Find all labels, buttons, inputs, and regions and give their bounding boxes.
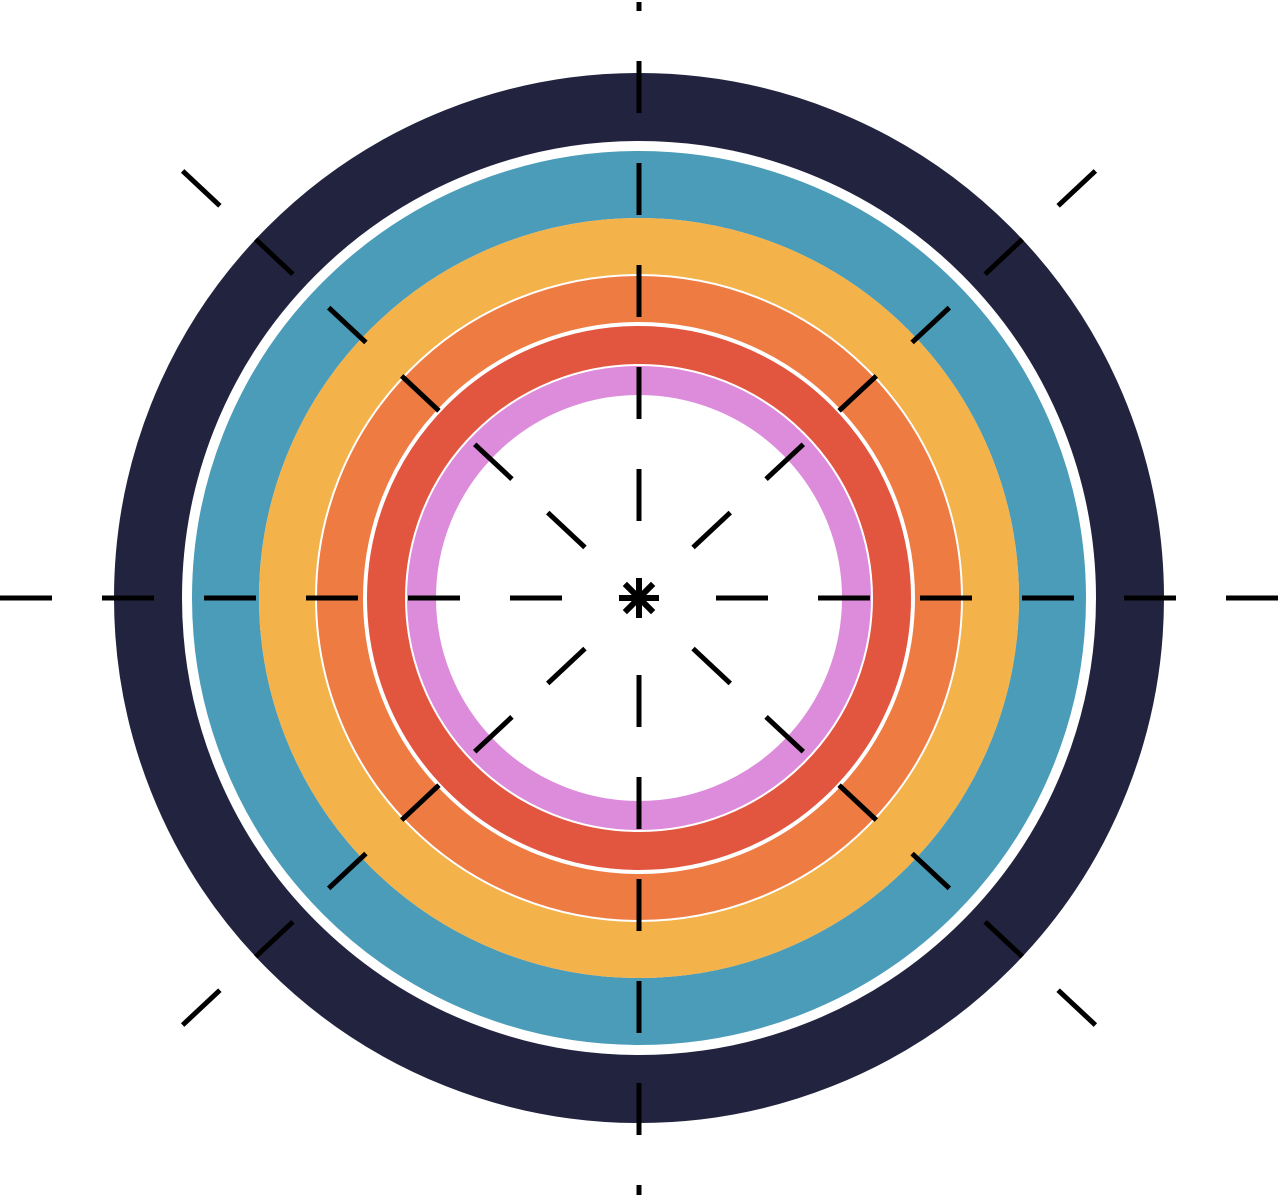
diagonal-dash xyxy=(1056,169,1098,208)
ring-red xyxy=(367,326,911,870)
diagonal-dash xyxy=(180,988,222,1027)
diagonal-dash xyxy=(910,305,952,345)
diagonal-dash xyxy=(253,237,295,276)
diagonal-dash xyxy=(837,783,879,822)
diagonal-dash xyxy=(764,715,806,754)
diagonal-dash xyxy=(983,920,1025,959)
diagonal-dash xyxy=(472,442,514,481)
diagonal-dash xyxy=(764,442,806,481)
asterisk-icon xyxy=(619,578,659,618)
diagonal-dash xyxy=(546,646,587,686)
diagonal-dash xyxy=(1056,988,1098,1027)
diagonal-dash xyxy=(180,169,222,208)
diagonal-dash xyxy=(326,305,368,345)
diagonal-dash xyxy=(326,851,368,891)
diagonal-dash xyxy=(253,920,295,959)
asterisk-stroke xyxy=(622,581,656,615)
ring-yellow xyxy=(259,218,1019,978)
diagonal-dash xyxy=(691,646,732,686)
diagonal-dash xyxy=(691,510,732,550)
diagonal-dash xyxy=(472,715,514,754)
diagonal-dash xyxy=(546,510,587,550)
diagonal-dash xyxy=(399,374,441,413)
diagonal-dash xyxy=(399,783,441,822)
diagonal-dash xyxy=(910,851,952,891)
diagonal-dash xyxy=(837,374,879,413)
diagonal-dash xyxy=(983,237,1025,276)
